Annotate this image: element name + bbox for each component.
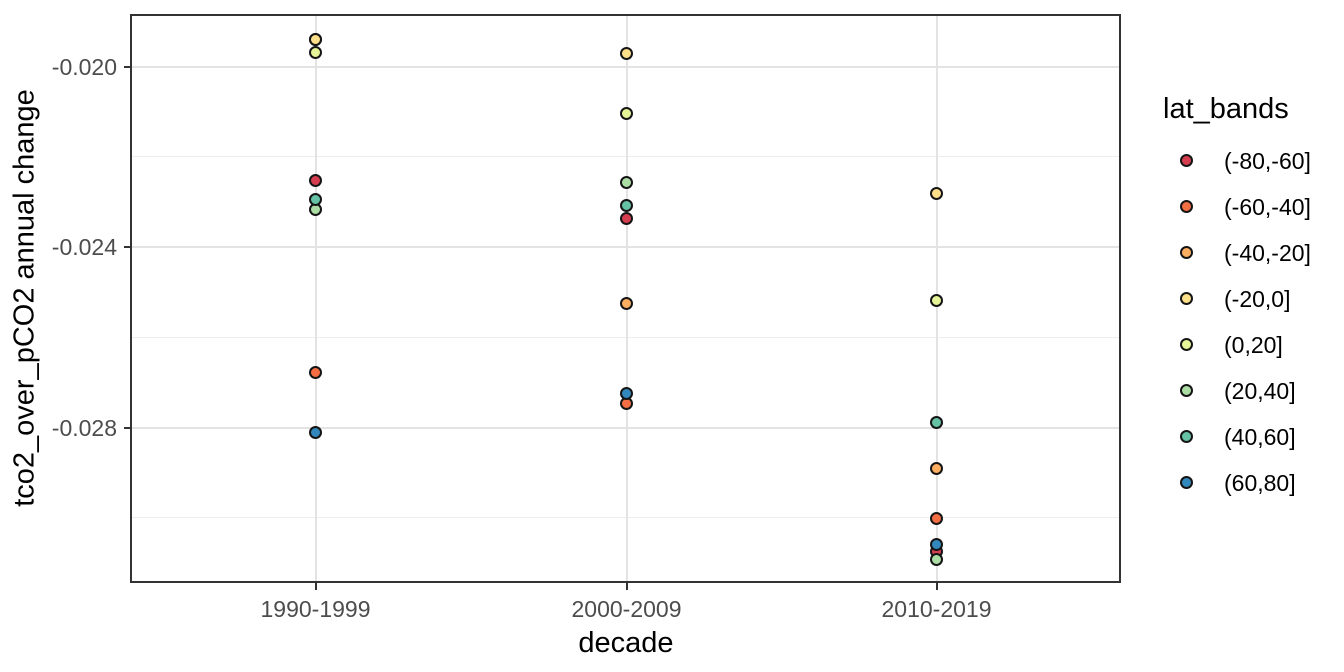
y-tick-label: -0.020 (51, 53, 117, 80)
legend-swatch (1180, 154, 1193, 167)
data-point (309, 174, 322, 188)
data-point (930, 553, 943, 567)
data-point (309, 193, 322, 207)
data-point (620, 212, 633, 226)
x-axis-title: decade (578, 627, 674, 659)
data-point (620, 198, 633, 212)
x-tick-mark (935, 583, 938, 590)
legend-item-label: (20,40] (1224, 377, 1296, 404)
legend-item-label: (0,20] (1224, 331, 1283, 358)
data-point (620, 387, 633, 401)
y-axis-title: tco2_over_pCO2 annual change (8, 89, 41, 507)
legend-item-label: (40,60] (1224, 423, 1296, 450)
legend-item-label: (-40,-20] (1224, 239, 1311, 266)
y-tick-label: -0.024 (51, 234, 117, 260)
x-tick-mark (314, 583, 317, 590)
data-point (309, 425, 322, 439)
legend-item-label: (-80,-60] (1224, 147, 1311, 174)
gridline-major-vertical (314, 15, 317, 582)
data-point (309, 46, 322, 59)
legend-item-label: (-20,0] (1224, 285, 1291, 312)
data-point (930, 462, 943, 476)
data-point (930, 294, 943, 308)
y-tick-mark (124, 426, 131, 429)
x-tick-label: 2000-2009 (571, 596, 682, 622)
data-point (620, 175, 633, 189)
data-point (309, 365, 322, 379)
legend-title: lat_bands (1163, 93, 1289, 125)
legend-swatch (1180, 338, 1193, 352)
legend-swatch (1180, 476, 1193, 490)
legend-item-label: (60,80] (1224, 469, 1296, 496)
data-point (620, 296, 633, 310)
data-point (930, 512, 943, 526)
data-point (930, 416, 943, 430)
x-tick-mark (625, 583, 628, 590)
legend-swatch (1180, 292, 1193, 306)
y-tick-mark (124, 65, 131, 68)
y-tick-mark (124, 246, 131, 248)
x-tick-label: 2010-2019 (881, 596, 992, 622)
data-point (620, 46, 633, 60)
legend-swatch (1180, 246, 1193, 260)
legend-swatch (1180, 384, 1193, 398)
x-tick-label: 1990-1999 (260, 596, 371, 622)
legend-swatch (1180, 200, 1193, 214)
y-tick-label: -0.028 (51, 414, 117, 441)
data-point (930, 186, 943, 200)
data-point (620, 106, 633, 120)
data-point (309, 32, 322, 46)
legend-item-label: (-60,-40] (1224, 193, 1311, 220)
data-point (930, 537, 943, 551)
legend-swatch (1180, 430, 1193, 444)
